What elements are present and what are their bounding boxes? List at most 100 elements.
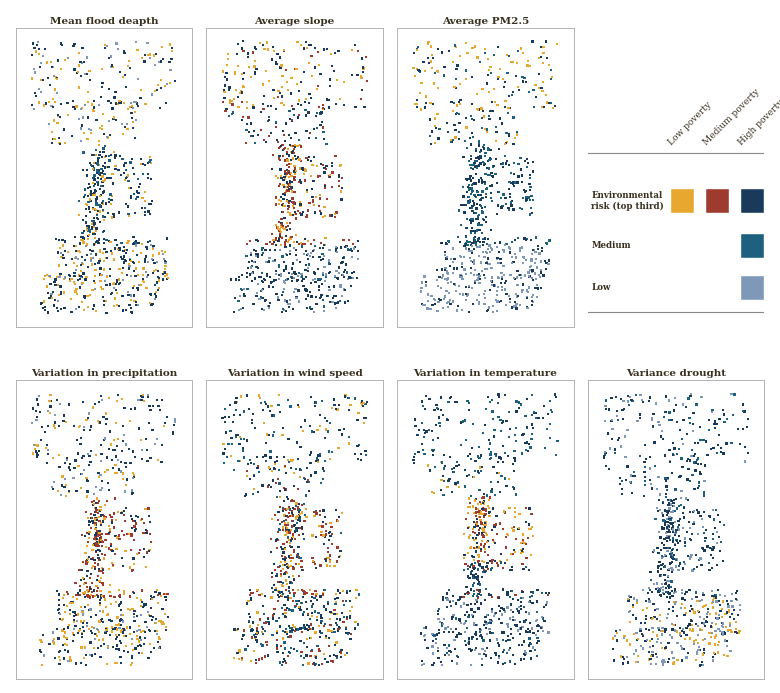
Point: [516, 640, 528, 651]
Point: [137, 527, 150, 538]
Point: [472, 572, 484, 583]
Point: [707, 602, 719, 613]
Point: [314, 591, 327, 602]
Point: [659, 579, 672, 590]
Point: [686, 593, 698, 604]
Point: [470, 572, 482, 583]
Point: [292, 542, 305, 553]
Point: [123, 253, 136, 264]
Point: [473, 140, 485, 151]
Point: [285, 560, 297, 571]
Point: [464, 171, 477, 182]
Point: [499, 507, 512, 518]
Point: [90, 225, 102, 236]
Point: [54, 270, 66, 281]
Point: [295, 272, 307, 283]
Point: [460, 231, 473, 242]
Point: [507, 632, 519, 643]
Point: [658, 504, 671, 515]
Point: [122, 201, 134, 212]
Point: [473, 153, 485, 164]
Point: [477, 566, 489, 577]
Point: [140, 98, 152, 109]
Point: [92, 213, 105, 225]
Point: [261, 636, 273, 647]
Point: [468, 159, 480, 170]
Point: [332, 515, 345, 526]
Point: [510, 288, 523, 299]
Point: [473, 277, 486, 288]
Point: [652, 527, 665, 538]
Point: [287, 495, 300, 507]
Point: [694, 553, 707, 564]
Point: [73, 590, 85, 601]
Point: [332, 622, 345, 633]
Point: [622, 593, 634, 604]
Point: [308, 510, 321, 521]
Point: [504, 188, 516, 200]
Point: [476, 176, 488, 187]
Point: [89, 265, 101, 276]
Point: [453, 628, 466, 639]
Point: [339, 391, 351, 402]
Point: [419, 403, 431, 414]
Point: [309, 268, 321, 279]
Point: [505, 586, 517, 597]
Point: [97, 227, 109, 238]
Point: [238, 434, 250, 445]
Point: [447, 590, 459, 602]
Point: [319, 455, 332, 466]
Point: [80, 491, 93, 502]
Point: [422, 38, 434, 49]
Point: [166, 46, 179, 57]
Point: [46, 62, 58, 73]
Point: [527, 530, 540, 541]
Point: [484, 617, 497, 629]
Point: [130, 518, 143, 529]
Point: [505, 257, 518, 268]
Point: [58, 590, 70, 601]
Point: [446, 466, 459, 477]
Point: [470, 456, 482, 467]
Point: [423, 58, 435, 69]
Point: [94, 640, 107, 651]
Point: [644, 596, 656, 607]
Point: [68, 38, 80, 49]
Point: [129, 296, 141, 307]
Point: [282, 201, 295, 212]
Point: [90, 505, 103, 516]
Point: [269, 456, 282, 467]
Point: [498, 658, 511, 669]
Point: [714, 545, 727, 556]
Point: [137, 273, 150, 284]
Point: [118, 46, 130, 57]
Point: [332, 593, 344, 604]
Point: [72, 627, 84, 638]
Point: [103, 84, 115, 95]
Point: [83, 516, 96, 527]
Point: [81, 221, 94, 232]
Point: [465, 598, 477, 609]
Point: [550, 450, 562, 461]
Point: [307, 196, 320, 207]
Point: [469, 228, 481, 239]
Point: [274, 587, 286, 598]
Point: [725, 389, 738, 400]
Point: [473, 225, 486, 236]
Point: [287, 511, 300, 522]
Point: [326, 529, 339, 540]
Point: [280, 525, 292, 536]
Point: [492, 257, 505, 268]
Point: [504, 635, 516, 646]
Point: [474, 194, 487, 205]
Point: [703, 510, 715, 521]
Point: [80, 203, 92, 214]
Point: [313, 659, 325, 670]
Point: [314, 193, 326, 204]
Point: [310, 132, 322, 143]
Point: [267, 475, 279, 486]
Point: [46, 482, 58, 493]
Point: [144, 611, 157, 622]
Point: [489, 168, 502, 179]
Point: [704, 543, 717, 554]
